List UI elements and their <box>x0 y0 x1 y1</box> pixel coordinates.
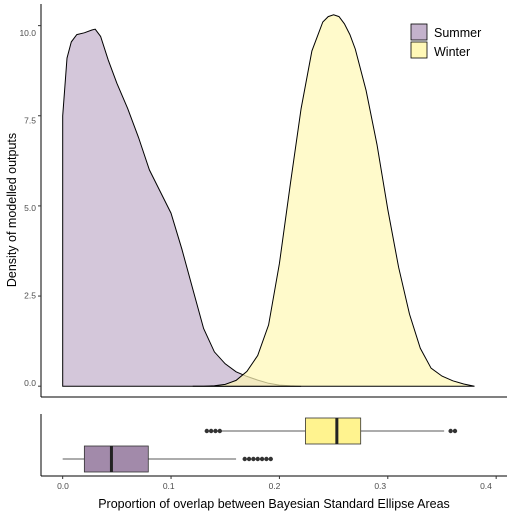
x-tick-label: 0.0 <box>57 481 69 491</box>
box-winter <box>305 417 362 445</box>
density-area-winter <box>192 14 475 387</box>
y-tick-label: 2.5 <box>24 291 36 301</box>
outlier-point-summer <box>246 456 252 462</box>
y-tick-label: 7.5 <box>24 116 36 126</box>
legend-label-summer: Summer <box>434 26 481 40</box>
y-tick-label: 0.0 <box>24 378 36 388</box>
y-tick-labels: 0.0 2.5 5.0 7.5 10.0 <box>19 28 36 388</box>
boxplot-panel <box>40 414 507 479</box>
box-summer <box>83 445 149 473</box>
x-tick-label: 0.3 <box>374 481 386 491</box>
y-axis-title: Density of modelled outputs <box>5 133 19 287</box>
outlier-point-summer <box>242 456 247 462</box>
y-tick-label: 5.0 <box>24 203 36 213</box>
legend-label-winter: Winter <box>434 45 470 59</box>
legend-swatch-summer <box>410 23 428 41</box>
outlier-point-winter <box>213 428 218 434</box>
density-panel <box>38 4 507 398</box>
legend: Summer Winter <box>410 23 481 59</box>
y-tick-label: 10.0 <box>19 28 36 38</box>
outlier-point-summer <box>255 456 260 462</box>
x-tick-labels: 0.0 0.1 0.2 0.3 0.4 <box>57 481 492 491</box>
outlier-point-winter <box>448 428 453 434</box>
outlier-point-summer <box>264 456 269 462</box>
outlier-point-summer <box>251 456 256 462</box>
outlier-point-winter <box>217 428 223 434</box>
x-tick-label: 0.4 <box>480 481 492 491</box>
outlier-point-summer <box>268 456 273 462</box>
outlier-point-winter <box>452 428 458 434</box>
outlier-point-summer <box>259 456 265 462</box>
x-tick-label: 0.2 <box>269 481 281 491</box>
legend-swatch-winter <box>410 41 428 59</box>
outlier-point-winter <box>208 428 214 434</box>
outlier-point-winter <box>204 428 210 434</box>
x-axis-title: Proportion of overlap between Bayesian S… <box>98 497 450 511</box>
x-tick-label: 0.1 <box>163 481 175 491</box>
